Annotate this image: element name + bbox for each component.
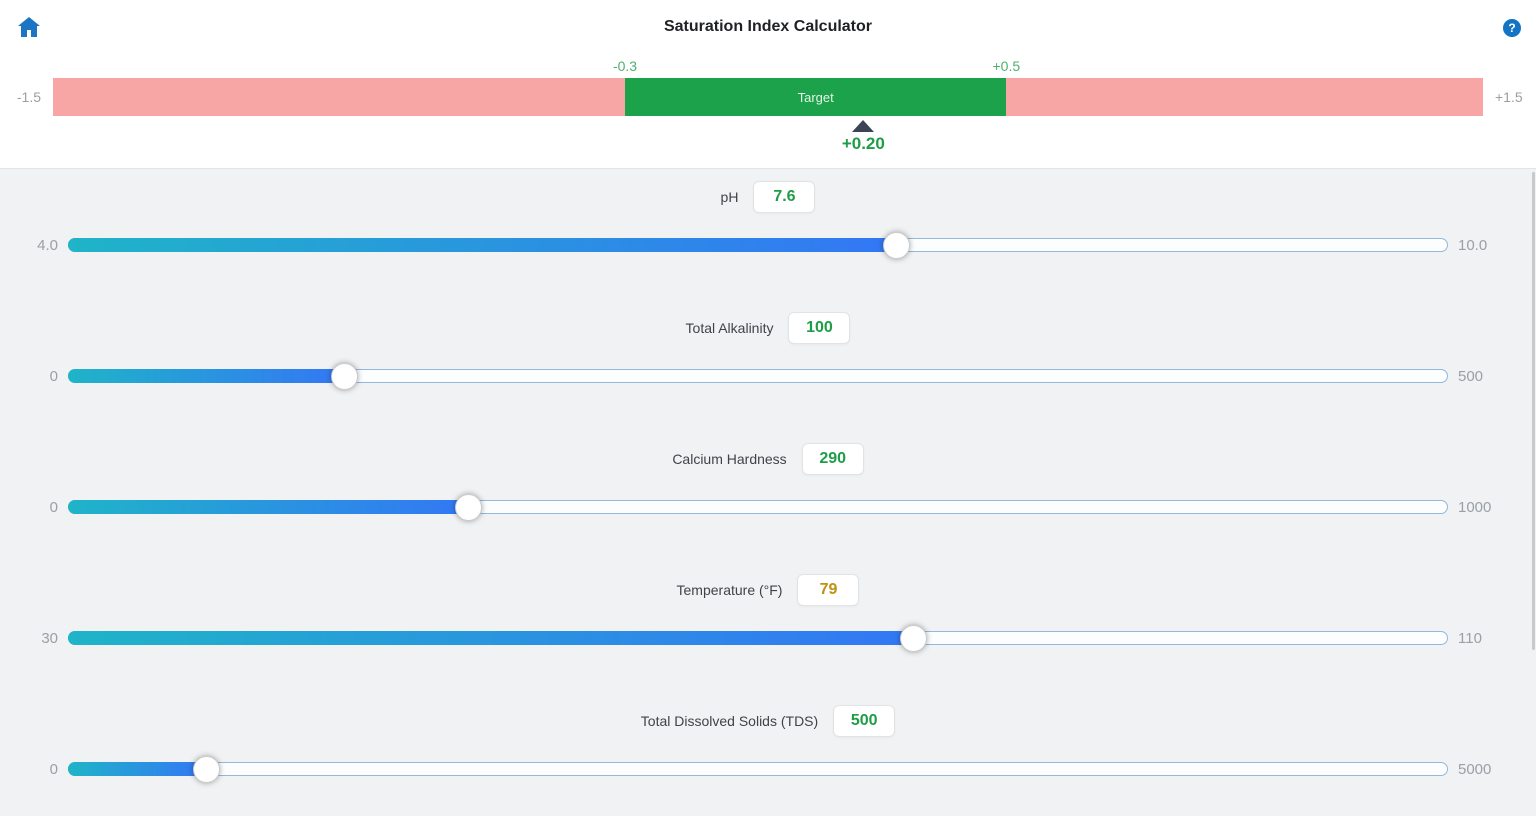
ph-value-field[interactable]: 7.6 (753, 181, 816, 213)
help-icon[interactable]: ? (1503, 19, 1521, 37)
target-start-label: -0.3 (612, 58, 638, 74)
target-zone-label: Target (797, 89, 834, 105)
track-fill (68, 762, 206, 776)
tds-slider-track[interactable] (68, 755, 1448, 783)
calcium-hardness-min-label: 0 (49, 498, 58, 516)
vertical-scrollbar[interactable] (1532, 172, 1535, 650)
tds-value-field[interactable]: 500 (833, 705, 896, 737)
tds-min-label: 0 (49, 760, 58, 778)
calcium-hardness-value: 290 (819, 450, 847, 467)
tds-value: 500 (850, 712, 878, 729)
slider-row-ph: pH 7.6 4.0 10.0 (0, 169, 1536, 300)
temperature-value: 79 (819, 581, 838, 598)
bar-max-label: +1.5 (1495, 89, 1523, 105)
sliders-panel: pH 7.6 4.0 10.0 Total Alkalinity 100 0 (0, 169, 1536, 816)
slider-row-temperature: Temperature (°F) 79 30 110 (0, 562, 1536, 693)
slider-row-calcium-hardness: Calcium Hardness 290 0 1000 (0, 431, 1536, 562)
app-header: Saturation Index Calculator ? -1.5 Targe… (0, 0, 1536, 169)
track-fill (68, 631, 914, 645)
track-background (68, 762, 1448, 776)
target-end-label: +0.5 (992, 58, 1021, 74)
tds-max-label: 5000 (1458, 760, 1492, 778)
slider-row-total-alkalinity: Total Alkalinity 100 0 500 (0, 300, 1536, 431)
calcium-hardness-value-field[interactable]: 290 (801, 443, 864, 475)
si-current-value: +0.20 (841, 134, 885, 153)
track-fill (68, 238, 896, 252)
temperature-min-label: 30 (41, 629, 58, 647)
page-title: Saturation Index Calculator (663, 18, 873, 35)
slider-label-calcium-hardness: Calcium Hardness (672, 451, 787, 467)
calcium-hardness-slider-track[interactable] (68, 493, 1448, 521)
temperature-value-field[interactable]: 79 (797, 574, 860, 606)
ph-value: 7.6 (773, 188, 796, 205)
temperature-max-label: 110 (1458, 629, 1482, 647)
slider-label-tds: Total Dissolved Solids (TDS) (640, 713, 819, 729)
total-alkalinity-slider-track[interactable] (68, 362, 1448, 390)
saturation-index-bar: -1.5 Target -0.3 +0.5 +0.20 +1.5 (17, 58, 1523, 153)
ph-slider-thumb[interactable] (882, 231, 910, 259)
calcium-hardness-slider-thumb[interactable] (454, 493, 482, 521)
total-alkalinity-max-label: 500 (1458, 367, 1484, 385)
total-alkalinity-value: 100 (806, 319, 833, 336)
ph-min-label: 4.0 (37, 236, 58, 254)
calcium-hardness-max-label: 1000 (1458, 498, 1492, 516)
ph-max-label: 10.0 (1458, 236, 1488, 254)
temperature-slider-thumb[interactable] (899, 624, 927, 652)
si-value-marker-icon (852, 120, 875, 132)
track-fill (68, 369, 344, 383)
bar-min-label: -1.5 (16, 89, 41, 105)
total-alkalinity-value-field[interactable]: 100 (788, 312, 851, 344)
slider-label-ph: pH (720, 189, 739, 205)
track-fill (68, 500, 469, 514)
slider-label-temperature: Temperature (°F) (676, 582, 783, 598)
slider-row-tds: Total Dissolved Solids (TDS) 500 0 5000 (0, 693, 1536, 816)
home-icon[interactable] (17, 16, 41, 38)
total-alkalinity-slider-thumb[interactable] (330, 362, 358, 390)
total-alkalinity-min-label: 0 (49, 367, 58, 385)
si-target-zone: Target (625, 78, 1007, 116)
ph-slider-track[interactable] (68, 231, 1448, 259)
temperature-slider-track[interactable] (68, 624, 1448, 652)
tds-slider-thumb[interactable] (192, 755, 220, 783)
slider-label-total-alkalinity: Total Alkalinity (685, 320, 774, 336)
